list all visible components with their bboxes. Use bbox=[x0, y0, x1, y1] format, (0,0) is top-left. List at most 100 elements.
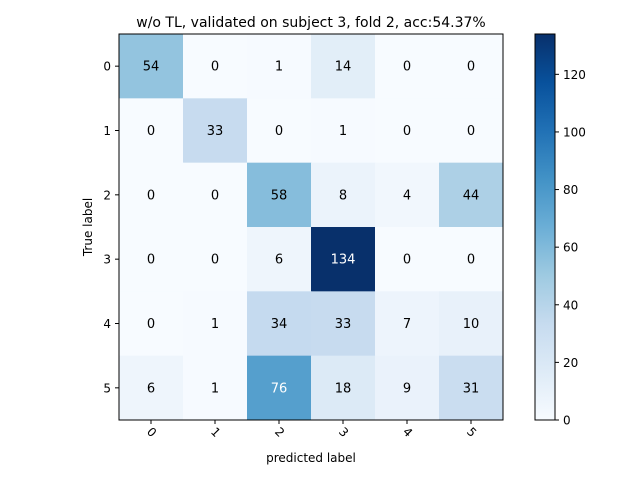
heatmap-cell bbox=[119, 227, 184, 292]
y-tick-label: 1 bbox=[103, 124, 111, 138]
cell-value: 14 bbox=[335, 60, 352, 75]
cell-value: 18 bbox=[335, 381, 352, 396]
heatmap-cell bbox=[183, 227, 248, 292]
heatmap-cell bbox=[311, 98, 376, 164]
heatmap-cell bbox=[375, 162, 440, 228]
x-tick-label: 3 bbox=[336, 425, 351, 440]
heatmap-cell bbox=[311, 34, 376, 99]
heatmap-cell bbox=[439, 227, 504, 292]
heatmap-cell-labels: 54 0 1 14 0 00 33 0 1 0 00 0 58 8 4 440 0 6 134 0 00 1 34 33 7 10… bbox=[143, 60, 480, 397]
cell-value: 44 bbox=[463, 188, 480, 203]
cell-value: 58 bbox=[271, 188, 288, 203]
heatmap-cell bbox=[375, 227, 440, 292]
y-axis-ticks: 0 1 2 3 4 5 bbox=[103, 60, 119, 395]
cell-value: 31 bbox=[463, 381, 480, 396]
cell-value: 0 bbox=[211, 60, 219, 75]
heatmap-cell bbox=[119, 355, 184, 421]
heatmap-cell bbox=[247, 291, 312, 357]
x-tick-label: 4 bbox=[400, 425, 415, 440]
heatmap-cell bbox=[247, 355, 312, 421]
y-tick-label: 3 bbox=[103, 253, 111, 267]
x-tick-label: 0 bbox=[144, 425, 159, 440]
cell-value: 0 bbox=[211, 188, 219, 203]
heatmap-cell bbox=[311, 227, 376, 292]
colorbar-tick-label: 40 bbox=[563, 298, 578, 312]
cell-value: 0 bbox=[403, 60, 411, 75]
heatmap-cell bbox=[439, 34, 504, 99]
heatmap-cell bbox=[247, 34, 312, 99]
x-tick-label: 1 bbox=[208, 425, 223, 440]
cell-value: 54 bbox=[143, 60, 160, 75]
cell-value: 134 bbox=[331, 253, 356, 268]
heatmap-cell bbox=[311, 355, 376, 421]
cell-value: 9 bbox=[403, 381, 411, 396]
colorbar-tick-label: 80 bbox=[563, 183, 578, 197]
heatmap-cell bbox=[311, 162, 376, 228]
x-axis-ticks: 0 1 2 3 4 5 bbox=[144, 420, 479, 440]
cell-value: 0 bbox=[211, 253, 219, 268]
heatmap-cell bbox=[183, 34, 248, 99]
heatmap-cell bbox=[247, 227, 312, 292]
cell-value: 6 bbox=[275, 253, 283, 268]
heatmap-cell bbox=[375, 291, 440, 357]
heatmap-cell bbox=[247, 162, 312, 228]
cell-value: 8 bbox=[339, 188, 347, 203]
cell-value: 0 bbox=[147, 124, 155, 139]
heatmap-cell bbox=[439, 355, 504, 421]
y-axis-label: True label bbox=[81, 198, 95, 257]
plot-frame bbox=[118, 33, 504, 421]
x-tick-label: 5 bbox=[464, 425, 479, 440]
x-axis-label: predicted label bbox=[266, 451, 356, 465]
colorbar-tick-label: 60 bbox=[563, 241, 578, 255]
y-tick-label: 0 bbox=[103, 60, 111, 74]
heatmap-cell bbox=[375, 355, 440, 421]
colorbar-tick-label: 20 bbox=[563, 356, 578, 370]
heatmap-cell bbox=[119, 98, 184, 164]
cell-value: 0 bbox=[147, 188, 155, 203]
cell-value: 33 bbox=[335, 317, 352, 332]
colorbar bbox=[534, 33, 556, 421]
heatmap-cell bbox=[119, 34, 184, 99]
cell-value: 0 bbox=[467, 253, 475, 268]
heatmap-cell bbox=[183, 355, 248, 421]
colorbar-tick-label: 120 bbox=[563, 68, 586, 82]
cell-value: 1 bbox=[211, 317, 219, 332]
cell-value: 76 bbox=[271, 381, 288, 396]
cell-value: 1 bbox=[275, 60, 283, 75]
colorbar-tick-label: 100 bbox=[563, 125, 586, 139]
cell-value: 0 bbox=[275, 124, 283, 139]
heatmap-cells bbox=[119, 34, 504, 421]
cell-value: 1 bbox=[211, 381, 219, 396]
colorbar-ticks: 0 20 40 60 80 100 120 bbox=[555, 68, 586, 428]
heatmap-cell bbox=[183, 98, 248, 164]
cell-value: 0 bbox=[403, 253, 411, 268]
cell-value: 10 bbox=[463, 317, 480, 332]
y-tick-label: 5 bbox=[103, 381, 111, 395]
cell-value: 33 bbox=[207, 124, 224, 139]
heatmap-cell bbox=[119, 162, 184, 228]
cell-value: 4 bbox=[403, 188, 411, 203]
heatmap-cell bbox=[247, 98, 312, 164]
heatmap-cell bbox=[439, 162, 504, 228]
heatmap-cell bbox=[375, 34, 440, 99]
cell-value: 6 bbox=[147, 381, 155, 396]
y-tick-label: 2 bbox=[103, 188, 111, 202]
cell-value: 1 bbox=[339, 124, 347, 139]
heatmap-cell bbox=[119, 291, 184, 357]
cell-value: 0 bbox=[467, 124, 475, 139]
heatmap-cell bbox=[183, 162, 248, 228]
cell-value: 0 bbox=[147, 253, 155, 268]
heatmap-cell bbox=[375, 98, 440, 164]
cell-value: 7 bbox=[403, 317, 411, 332]
cell-value: 0 bbox=[147, 317, 155, 332]
heatmap-cell bbox=[311, 291, 376, 357]
chart-title: w/o TL, validated on subject 3, fold 2, … bbox=[136, 15, 485, 31]
cell-value: 0 bbox=[467, 60, 475, 75]
cell-value: 0 bbox=[403, 124, 411, 139]
x-tick-label: 2 bbox=[272, 425, 287, 440]
heatmap-cell bbox=[439, 291, 504, 357]
heatmap-cell bbox=[439, 98, 504, 164]
heatmap-cell bbox=[183, 291, 248, 357]
cell-value: 34 bbox=[271, 317, 288, 332]
